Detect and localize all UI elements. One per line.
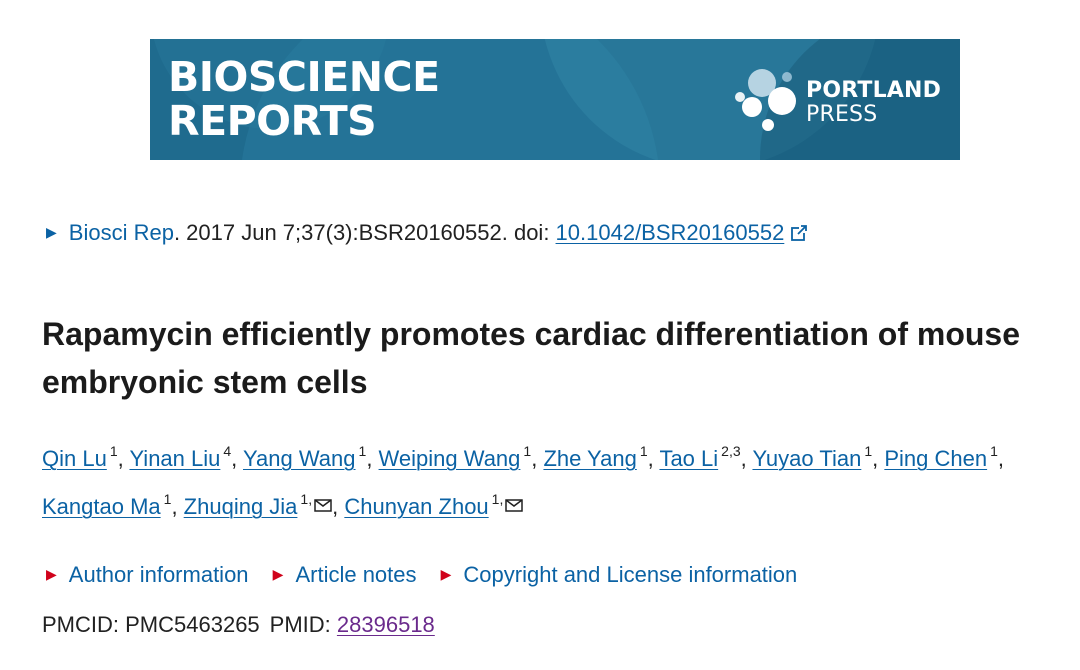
author-link[interactable]: Kangtao Ma (42, 494, 161, 519)
copyright-toggle[interactable]: ▶ Copyright and License information (441, 562, 798, 588)
author-separator: , (531, 446, 544, 471)
pmid-link[interactable]: 28396518 (336, 612, 435, 637)
author-link[interactable]: Zhe Yang (543, 446, 637, 471)
affiliation-number[interactable]: 1 (639, 443, 648, 459)
affiliation-number[interactable]: 1 (163, 491, 172, 507)
author-separator: , (872, 446, 885, 471)
author-separator: , (117, 446, 130, 471)
author-separator: , (366, 446, 379, 471)
author-list: Qin Lu 1, Yinan Liu 4, Yang Wang 1, Weiping… (42, 435, 1062, 531)
portland-press-dots-icon (735, 69, 796, 131)
copyright-license-link[interactable]: Copyright and License information (463, 562, 798, 587)
journal-banner[interactable]: BIOSCIENCE REPORTS PORTLAND PRESS (150, 39, 960, 160)
affiliation-number[interactable]: 1 (990, 443, 998, 459)
article-notes-toggle[interactable]: ▶ Article notes (273, 562, 417, 588)
pmcid-label: PMCID: (42, 612, 126, 637)
pmid-label: PMID: (269, 612, 337, 637)
doi-link[interactable]: 10.1042/BSR20160552 (555, 220, 785, 245)
banner-background-shapes (153, 39, 960, 160)
info-links-row: ▶ Author information ▶ Article notes ▶ Copy… (46, 562, 815, 588)
publisher-name-line1: PORTLAND (806, 78, 942, 103)
publisher-logo-text: PORTLAND PRESS (806, 79, 941, 127)
publisher-name-line2: PRESS (806, 102, 878, 127)
affiliation-number[interactable]: 4 (223, 443, 232, 459)
affiliation-number[interactable]: 1 (358, 443, 367, 459)
author-separator: , (647, 446, 660, 471)
email-icon[interactable] (505, 499, 524, 512)
author-separator: , (171, 494, 184, 519)
author-separator: , (231, 446, 243, 471)
affiliation-number[interactable]: 1 (864, 443, 873, 459)
expand-triangle-icon: ▶ (272, 566, 284, 582)
citation-line: ▶ Biosci Rep. 2017 Jun 7;37(3):BSR2016055… (46, 220, 808, 246)
author-link[interactable]: Yinan Liu (129, 446, 221, 471)
author-link[interactable]: Qin Lu (42, 446, 107, 471)
article-notes-link[interactable]: Article notes (295, 562, 417, 587)
email-icon[interactable] (314, 499, 332, 512)
affiliation-number[interactable]: 1, (300, 491, 313, 507)
author-link[interactable]: Yuyao Tian (752, 446, 862, 471)
author-link[interactable]: Zhuqing Jia (183, 494, 298, 519)
affiliation-number[interactable]: 1 (109, 443, 118, 459)
pmcid-value: PMC5463265 (125, 612, 260, 637)
author-separator: , (332, 494, 345, 519)
expand-triangle-icon: ▶ (46, 566, 57, 582)
affiliation-number[interactable]: 2,3 (721, 443, 741, 459)
external-link-icon[interactable] (790, 224, 808, 242)
author-information-toggle[interactable]: ▶ Author information (46, 562, 249, 588)
journal-link[interactable]: Biosci Rep (68, 220, 174, 245)
expand-triangle-icon: ▶ (440, 566, 452, 582)
author-separator: , (740, 446, 753, 471)
author-link[interactable]: Weiping Wang (378, 446, 521, 471)
author-link[interactable]: Tao Li (659, 446, 719, 471)
expand-triangle-icon[interactable]: ▶ (46, 224, 57, 240)
article-title: Rapamycin efficiently promotes cardiac d… (42, 316, 1020, 400)
author-separator: , (997, 446, 1005, 471)
author-link[interactable]: Ping Chen (884, 446, 988, 471)
author-link[interactable]: Chunyan Zhou (344, 494, 489, 519)
journal-logo-text: BIOSCIENCE REPORTS (168, 55, 440, 143)
affiliation-number[interactable]: 1 (523, 443, 532, 459)
author-information-link[interactable]: Author information (68, 562, 249, 587)
author-link[interactable]: Yang Wang (243, 446, 356, 471)
journal-name-line2: REPORTS (168, 97, 377, 145)
affiliation-number[interactable]: 1, (491, 491, 504, 507)
citation-details: . 2017 Jun 7;37(3):BSR20160552. doi: (173, 220, 556, 245)
journal-name-line1: BIOSCIENCE (168, 53, 440, 101)
identifiers-line: PMCID: PMC5463265 PMID: 28396518 (42, 612, 435, 638)
